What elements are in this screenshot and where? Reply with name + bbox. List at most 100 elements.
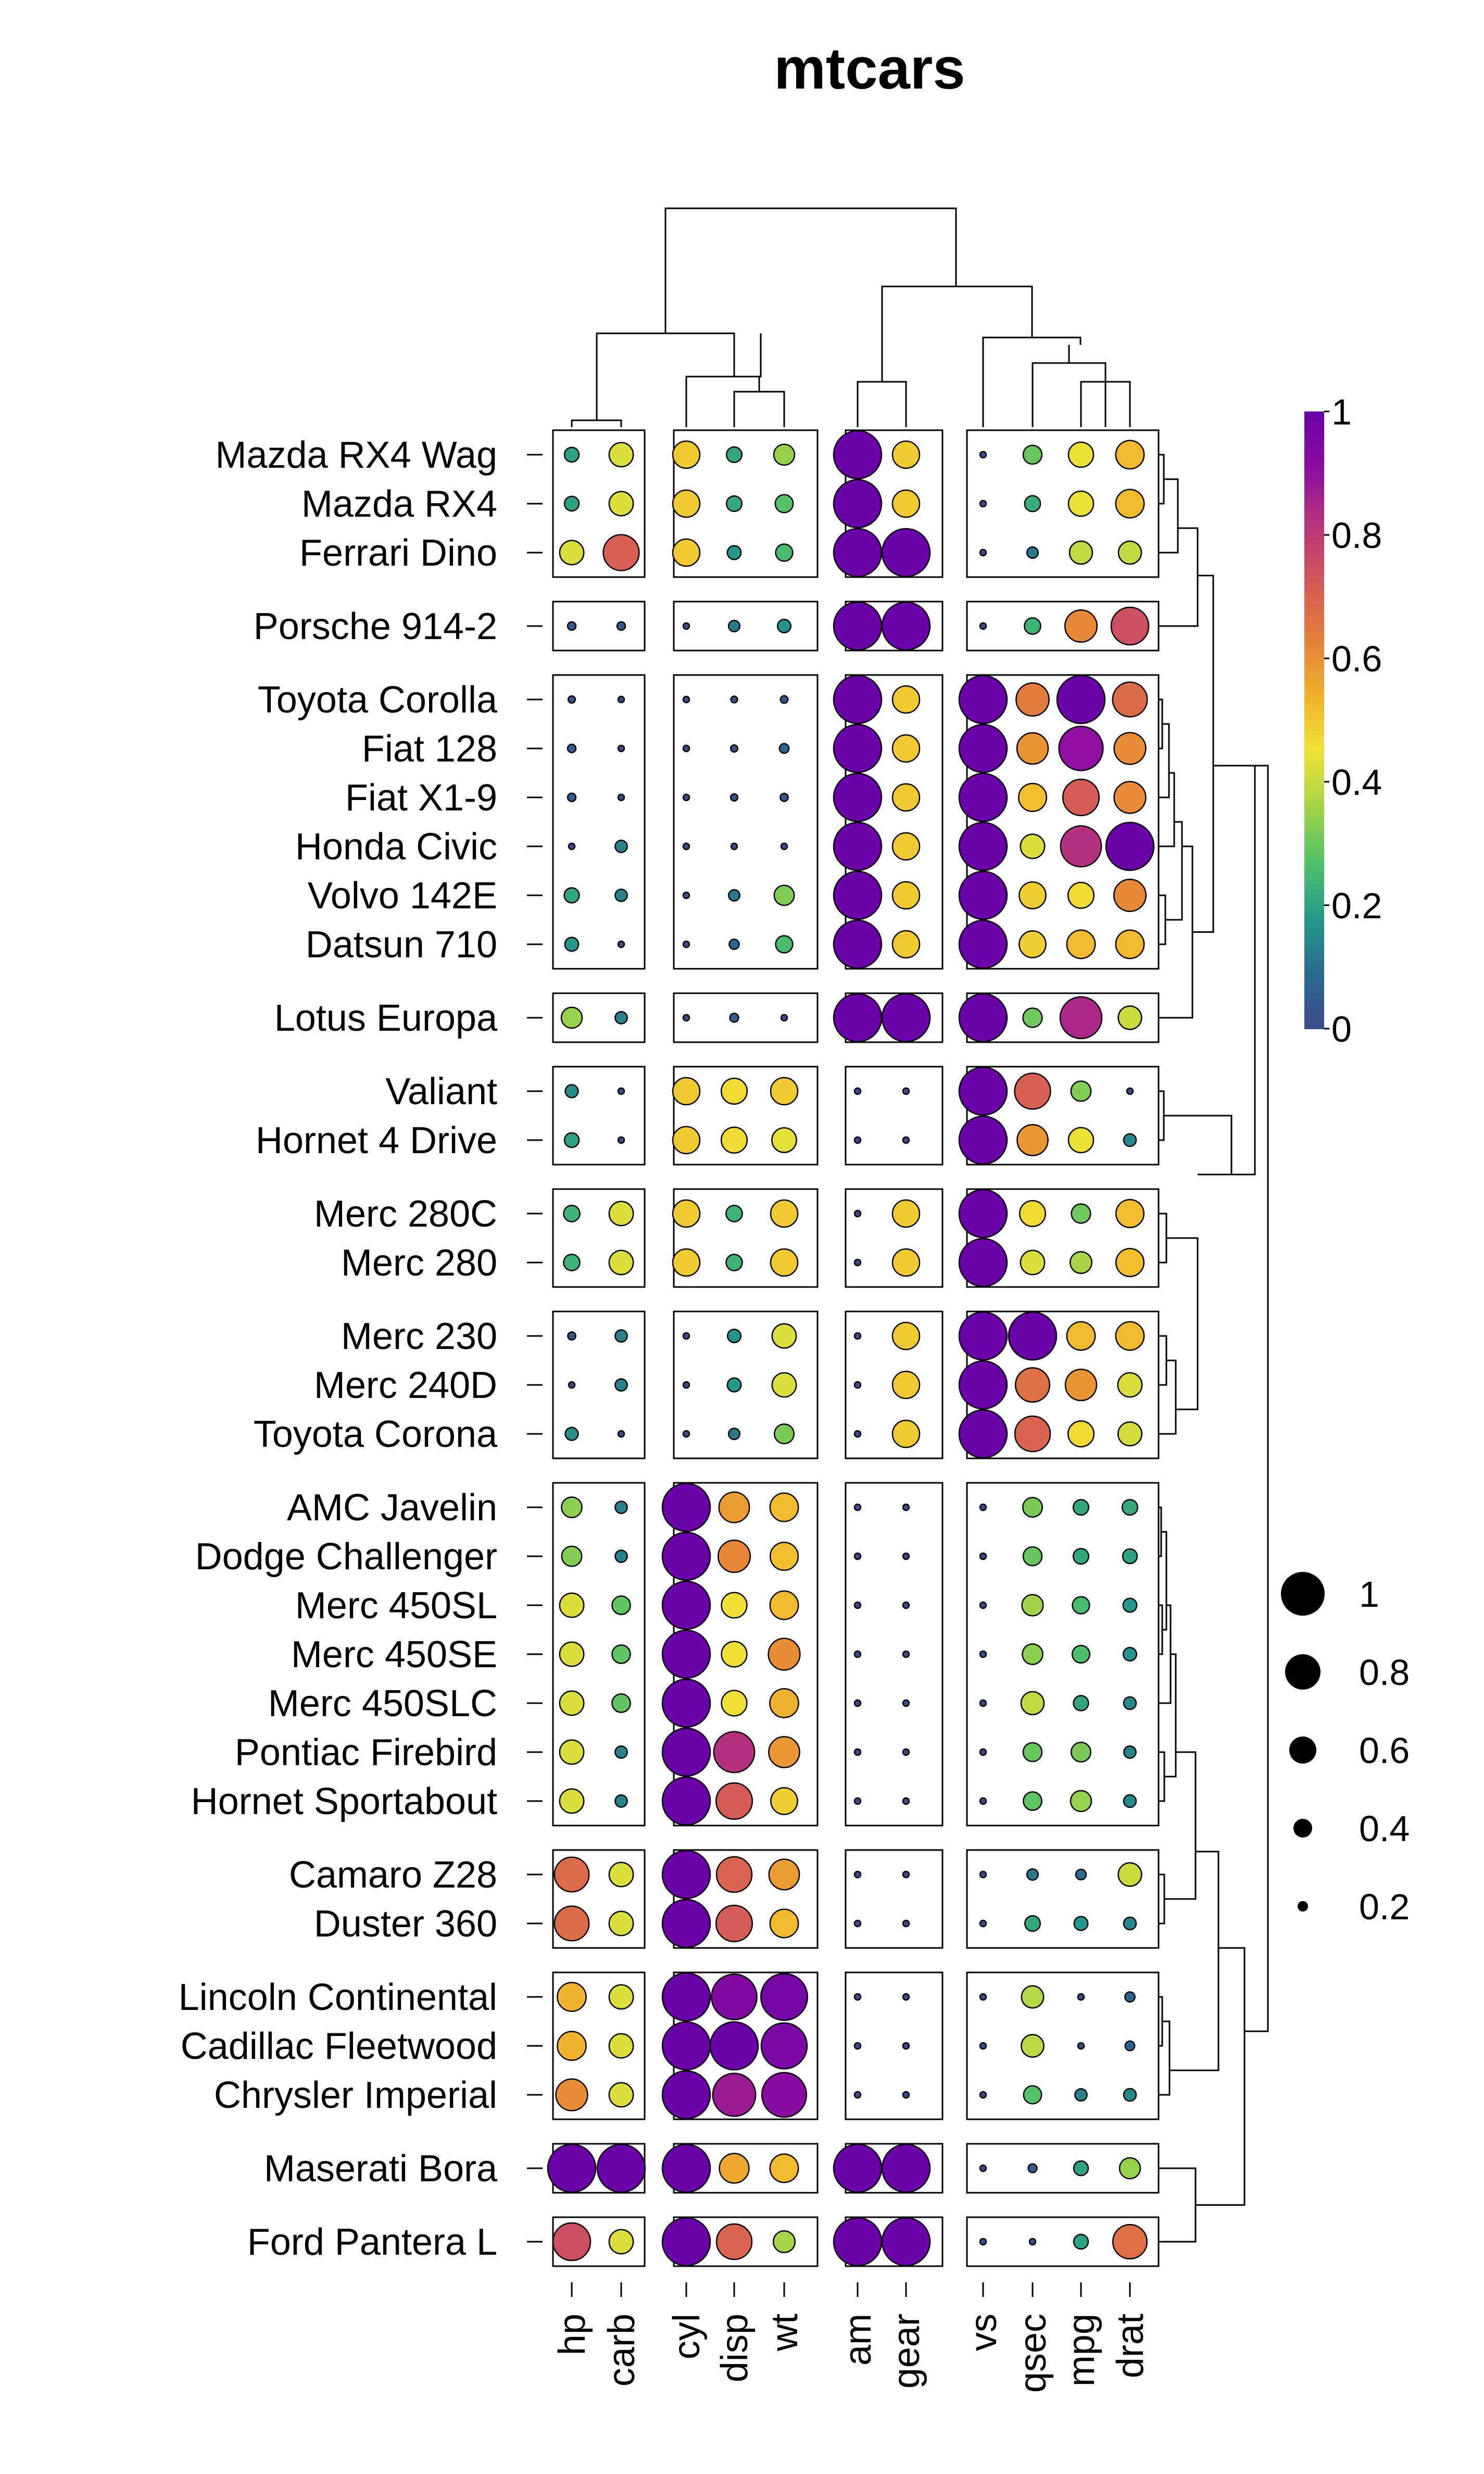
dot-datsun-710-gear <box>891 930 921 959</box>
row-label-camaro-z28: Camaro Z28 <box>289 1854 497 1896</box>
dendrogram-branch <box>1159 2167 1197 2243</box>
dot-toyota-corolla-disp <box>730 695 738 704</box>
colorbar-band <box>1304 617 1324 623</box>
colorbar-band <box>1304 977 1324 983</box>
colorbar-band <box>1304 504 1324 510</box>
colorbar-band <box>1304 813 1324 819</box>
row-label-lotus-europa: Lotus Europa <box>274 997 498 1039</box>
row-label-dodge-challenger: Dodge Challenger <box>195 1536 497 1578</box>
dot-merc-450se-wt <box>768 1638 801 1671</box>
dendrogram-branch <box>685 333 762 427</box>
dot-datsun-710-am <box>833 919 883 969</box>
dot-maserati-bora-gear <box>881 2143 931 2193</box>
colorbar-band <box>1304 447 1324 453</box>
dendrogram-branch <box>1159 1359 1177 1435</box>
dot-ford-pantera-l-wt <box>772 2230 796 2254</box>
dendrogram-branch <box>1166 1237 1199 1410</box>
dot-fiat-128-carb <box>617 744 625 753</box>
column-dendrogram <box>571 207 1131 427</box>
colorbar-band <box>1304 997 1324 1004</box>
dot-toyota-corolla-cyl <box>682 695 690 704</box>
colorbar-band <box>1304 946 1324 952</box>
dot-valiant-hp <box>564 1084 579 1098</box>
colorbar-band <box>1304 602 1324 608</box>
dot-hornet-4-drive-qsec <box>1016 1124 1049 1156</box>
dot-chrysler-imperial-drat <box>1123 2088 1137 2102</box>
col-label-wt: wt <box>764 2314 806 2352</box>
dot-merc-450sl-disp <box>721 1592 748 1619</box>
dot-lotus-europa-am <box>833 993 883 1043</box>
col-label-gear: gear <box>886 2314 927 2389</box>
colorbar-band <box>1304 735 1324 741</box>
dot-merc-280-gear <box>891 1248 921 1277</box>
dot-amc-javelin-mpg <box>1072 1498 1090 1516</box>
dot-mazda-rx4-wag-cyl <box>672 440 701 469</box>
dot-valiant-vs <box>958 1066 1008 1116</box>
dot-mazda-rx4-wag-gear <box>891 440 921 469</box>
dot-hornet-sportabout-vs <box>979 1797 987 1805</box>
dot-mazda-rx4-wag-drat <box>1115 440 1145 470</box>
dot-dodge-challenger-qsec <box>1022 1546 1043 1567</box>
colorbar-band <box>1304 951 1324 957</box>
dot-maserati-bora-mpg <box>1073 2160 1089 2177</box>
panel-frame <box>552 1188 646 1288</box>
size-legend-dot <box>1293 1819 1312 1838</box>
colorbar-band <box>1304 632 1324 639</box>
row-label-cadillac-fleetwood: Cadillac Fleetwood <box>181 2026 497 2067</box>
dot-merc-280c-carb <box>608 1201 634 1227</box>
dot-merc-450sl-wt <box>769 1590 799 1620</box>
row-label-lincoln-continental: Lincoln Continental <box>179 1977 497 2018</box>
colorbar-band <box>1304 1018 1324 1024</box>
dot-amc-javelin-carb <box>614 1501 628 1514</box>
colorbar-band <box>1304 786 1324 793</box>
dot-lincoln-continental-am <box>853 1993 862 2001</box>
dot-fiat-128-drat <box>1113 732 1147 765</box>
dot-mazda-rx4-disp <box>725 495 743 513</box>
colorbar-band <box>1304 489 1324 494</box>
panel-frame <box>845 1066 944 1166</box>
dot-amc-javelin-am <box>853 1503 862 1511</box>
col-label-drat: drat <box>1110 2314 1151 2378</box>
colorbar-band <box>1304 895 1324 901</box>
dendrogram-branch <box>857 381 907 427</box>
colorbar-band <box>1304 540 1324 546</box>
dot-honda-civic-am <box>833 821 883 871</box>
dot-lincoln-continental-cyl <box>661 1972 711 2022</box>
dot-duster-360-carb <box>608 1910 634 1936</box>
dot-valiant-cyl <box>672 1077 701 1106</box>
dot-merc-280-wt <box>770 1248 799 1277</box>
size-legend-label-0-6: 0.6 <box>1359 1730 1410 1771</box>
dot-chrysler-imperial-am <box>853 2091 862 2099</box>
dot-mazda-rx4-wag-hp <box>563 446 580 463</box>
dendrogram-branch <box>1159 845 1193 1019</box>
dot-fiat-128-mpg <box>1058 726 1104 771</box>
dot-dodge-challenger-wt <box>769 1541 799 1571</box>
dot-ford-pantera-l-cyl <box>661 2217 711 2267</box>
dot-duster-360-mpg <box>1073 1916 1089 1931</box>
dot-hornet-sportabout-carb <box>614 1794 628 1808</box>
colorbar-band <box>1304 586 1324 592</box>
colorbar-label-0: 0 <box>1331 1009 1352 1049</box>
heatmap-panels <box>547 429 1160 2267</box>
dot-datsun-710-hp <box>564 936 580 952</box>
colorbar-band <box>1304 941 1324 947</box>
dot-hornet-4-drive-hp <box>563 1132 580 1148</box>
dot-duster-360-vs <box>979 1919 987 1928</box>
dot-porsche-914-2-carb <box>616 621 626 631</box>
colorbar-band <box>1304 961 1324 968</box>
row-label-merc-450se: Merc 450SE <box>291 1634 497 1676</box>
dot-merc-450slc-am <box>853 1699 862 1707</box>
colorbar-band <box>1304 745 1324 752</box>
col-label-cyl: cyl <box>666 2314 708 2359</box>
dot-ford-pantera-l-mpg <box>1073 2233 1089 2250</box>
dendrogram-branch <box>1169 1851 1219 2071</box>
dot-dodge-challenger-am <box>853 1552 862 1560</box>
row-label-honda-civic: Honda Civic <box>295 826 497 868</box>
row-label-merc-230: Merc 230 <box>341 1316 497 1357</box>
row-label-chrysler-imperial: Chrysler Imperial <box>214 2075 497 2116</box>
dot-hornet-4-drive-am <box>853 1136 862 1144</box>
dot-merc-450se-mpg <box>1071 1644 1091 1664</box>
dot-lincoln-continental-hp <box>557 1982 587 2012</box>
dot-merc-450se-am <box>853 1650 862 1658</box>
dot-mazda-rx4-wag-carb <box>608 442 634 468</box>
